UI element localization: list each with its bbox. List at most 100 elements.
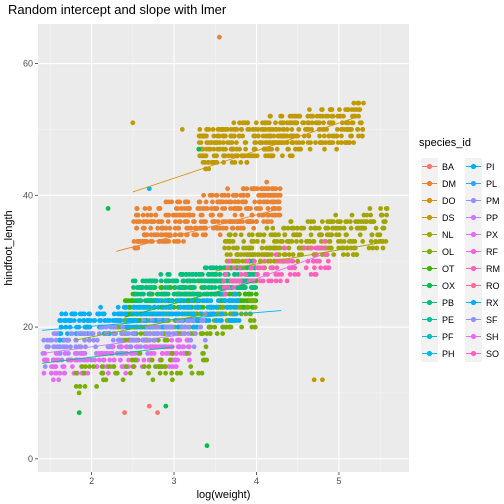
data-point: [133, 357, 138, 363]
data-point: [246, 126, 252, 132]
data-point: [198, 212, 204, 218]
legend-swatch: [426, 265, 433, 272]
data-point: [131, 285, 136, 290]
data-point: [273, 120, 278, 126]
data-point: [216, 34, 222, 40]
data-point: [94, 337, 100, 343]
legend-swatch: [426, 231, 433, 238]
data-point: [71, 318, 77, 323]
data-point: [46, 344, 51, 350]
data-point: [246, 206, 252, 211]
data-point: [70, 364, 75, 369]
data-point: [139, 285, 145, 290]
data-point: [328, 245, 333, 251]
data-point: [163, 370, 169, 376]
data-point: [169, 199, 175, 205]
data-point: [187, 357, 192, 363]
data-point: [322, 146, 327, 152]
data-point: [164, 351, 169, 356]
data-point: [331, 252, 337, 257]
legend-label: SH: [486, 332, 499, 342]
data-point: [156, 206, 162, 211]
data-point: [361, 212, 367, 218]
data-point: [129, 318, 134, 323]
data-point: [271, 140, 277, 146]
data-point: [253, 120, 259, 126]
data-point: [184, 311, 189, 317]
data-point: [118, 357, 123, 363]
data-point: [161, 239, 167, 244]
data-point: [114, 351, 120, 356]
data-point: [253, 140, 259, 146]
data-point: [348, 133, 354, 139]
data-point: [198, 324, 204, 330]
data-point: [174, 370, 180, 376]
data-point: [285, 225, 291, 231]
data-point: [276, 199, 282, 205]
x-tick-label: 2: [89, 476, 94, 486]
data-point: [105, 206, 111, 211]
data-point: [257, 140, 263, 146]
fit-line: [42, 310, 282, 331]
data-point: [236, 258, 242, 264]
data-point: [62, 337, 67, 343]
legend-label: RX: [486, 298, 499, 308]
data-point: [280, 126, 286, 132]
legend-label: RO: [486, 281, 500, 291]
data-point: [175, 225, 181, 231]
data-point: [228, 206, 233, 211]
data-point: [80, 351, 85, 356]
data-point: [146, 370, 151, 376]
data-point: [244, 265, 250, 271]
data-point: [96, 357, 102, 363]
data-point: [225, 304, 231, 310]
data-point: [305, 126, 310, 132]
legend-label: DS: [442, 213, 455, 223]
legend-swatch: [470, 163, 477, 170]
data-point: [212, 324, 218, 330]
data-point: [106, 344, 112, 350]
data-point: [227, 239, 233, 244]
data-point: [85, 370, 91, 376]
data-point: [230, 146, 236, 152]
data-point: [48, 370, 54, 376]
data-point: [267, 133, 272, 139]
data-point: [298, 239, 304, 244]
data-point: [273, 239, 278, 244]
data-point: [314, 258, 320, 264]
data-point: [258, 258, 263, 264]
data-point: [238, 160, 244, 165]
data-point: [267, 113, 273, 119]
data-point: [244, 219, 250, 225]
data-point: [141, 364, 147, 369]
data-point: [61, 364, 67, 369]
data-point: [160, 225, 166, 231]
data-point: [214, 133, 220, 139]
data-point: [259, 126, 265, 132]
data-point: [330, 113, 336, 119]
data-point: [205, 272, 211, 277]
data-point: [246, 232, 252, 238]
data-point: [226, 298, 232, 304]
data-point: [297, 245, 303, 251]
data-point: [51, 364, 56, 369]
data-point: [263, 199, 269, 205]
data-point: [200, 160, 206, 165]
data-point: [169, 298, 175, 304]
data-point: [200, 304, 206, 310]
data-point: [45, 337, 50, 343]
data-point: [325, 258, 331, 264]
data-point: [380, 225, 386, 231]
data-point: [79, 331, 85, 336]
data-point: [138, 331, 144, 336]
data-point: [260, 186, 265, 192]
data-point: [73, 344, 79, 350]
data-point: [127, 370, 133, 376]
data-point: [265, 206, 271, 211]
data-point: [238, 252, 244, 257]
data-point: [320, 377, 325, 383]
data-point: [347, 219, 353, 225]
data-point: [101, 311, 107, 317]
data-point: [184, 351, 190, 356]
data-point: [132, 318, 138, 323]
